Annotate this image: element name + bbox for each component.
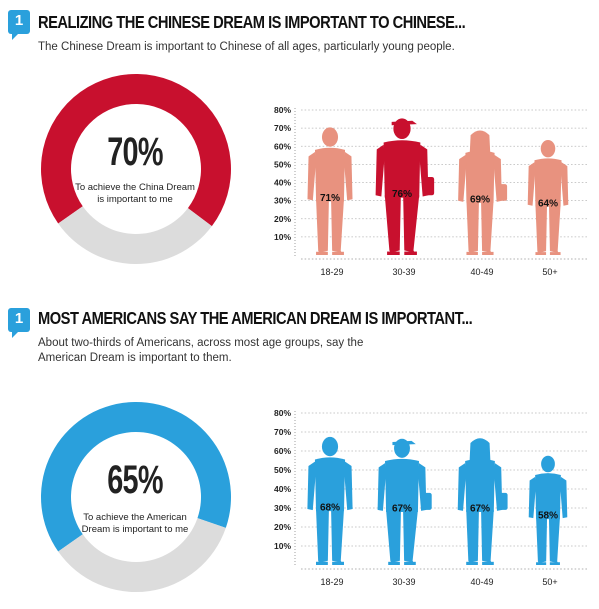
section-number-badge: 1 bbox=[8, 10, 30, 40]
y-tick-label: 50% bbox=[274, 159, 291, 169]
bar-person-18-29 bbox=[307, 436, 353, 565]
donut-value: 65% bbox=[107, 458, 163, 502]
y-tick-label: 60% bbox=[274, 141, 291, 151]
donut-slice-value bbox=[41, 74, 231, 227]
bar-person-30-39 bbox=[375, 118, 435, 255]
donut-value: 70% bbox=[107, 130, 163, 174]
bar-person-50+ bbox=[527, 139, 569, 255]
x-category-label: 30-39 bbox=[392, 577, 415, 587]
bar-data-label: 67% bbox=[392, 504, 412, 515]
x-category-label: 50+ bbox=[542, 577, 557, 587]
bar-person-50+ bbox=[528, 455, 568, 565]
y-tick-label: 10% bbox=[274, 541, 291, 551]
bar-person-30-39 bbox=[377, 438, 432, 565]
section-subtitle: The Chinese Dream is important to Chines… bbox=[38, 40, 455, 55]
y-tick-label: 80% bbox=[274, 408, 291, 418]
x-category-label: 40-49 bbox=[470, 267, 493, 277]
bar-data-label: 69% bbox=[470, 194, 490, 205]
america-age-bar-chart: 10% 20% 30% 40% 50% 60% 70% 80% 68% 18-29 67% 30-39… bbox=[274, 408, 587, 587]
bar-person-18-29 bbox=[307, 127, 353, 255]
y-tick-label: 60% bbox=[274, 446, 291, 456]
donut-caption-line: Dream is important to me bbox=[81, 524, 189, 535]
bar-data-label: 67% bbox=[470, 504, 490, 515]
bar-data-label: 71% bbox=[320, 193, 340, 204]
x-category-label: 30-39 bbox=[392, 267, 415, 277]
x-category-label: 40-49 bbox=[470, 577, 493, 587]
subtitle-line: The Chinese Dream is important to Chines… bbox=[38, 41, 455, 53]
section-number-badge: 1 bbox=[8, 308, 30, 338]
donut-slice-value bbox=[41, 402, 232, 552]
y-tick-label: 20% bbox=[274, 214, 291, 224]
y-tick-label: 30% bbox=[274, 503, 291, 513]
bar-person-40-49 bbox=[458, 130, 508, 255]
bar-data-label: 64% bbox=[538, 198, 558, 209]
bar-data-label: 68% bbox=[320, 503, 340, 514]
donut-caption-line: To achieve the American bbox=[83, 512, 187, 523]
donut-slice-remainder bbox=[58, 518, 226, 592]
y-tick-label: 70% bbox=[274, 427, 291, 437]
donut-caption-line: To achieve the China Dream bbox=[75, 182, 195, 193]
y-tick-label: 50% bbox=[274, 465, 291, 475]
donut-caption-line: is important to me bbox=[97, 194, 173, 205]
x-category-label: 18-29 bbox=[320, 267, 343, 277]
china-section: 1 REALIZING THE CHINESE DREAM IS IMPORTA… bbox=[0, 0, 599, 300]
y-tick-label: 10% bbox=[274, 232, 291, 242]
subtitle-line: About two-thirds of Americans, across mo… bbox=[38, 337, 364, 349]
donut-caption: To achieve the China Dream is important … bbox=[65, 182, 205, 206]
subtitle-line: American Dream is important to them. bbox=[38, 352, 232, 364]
x-category-label: 50+ bbox=[542, 267, 557, 277]
bar-person-40-49 bbox=[457, 438, 508, 565]
section-title: REALIZING THE CHINESE DREAM IS IMPORTANT… bbox=[38, 12, 466, 32]
y-tick-label: 30% bbox=[274, 196, 291, 206]
section-subtitle: About two-thirds of Americans, across mo… bbox=[38, 336, 363, 366]
donut-caption: To achieve the American Dream is importa… bbox=[65, 512, 205, 536]
america-section: 1 MOST AMERICANS SAY THE AMERICAN DREAM … bbox=[0, 298, 599, 609]
china-donut-chart bbox=[41, 74, 231, 264]
china-age-bar-chart: 10% 20% 30% 40% 50% 60% 70% 80% 71% 18-29 76% 30-39… bbox=[274, 105, 587, 277]
x-category-label: 18-29 bbox=[320, 577, 343, 587]
bar-data-label: 76% bbox=[392, 189, 412, 200]
donut-slice-remainder bbox=[58, 206, 212, 264]
bar-data-label: 58% bbox=[538, 511, 558, 522]
y-tick-label: 80% bbox=[274, 105, 291, 115]
y-tick-label: 70% bbox=[274, 123, 291, 133]
y-tick-label: 20% bbox=[274, 522, 291, 532]
america-donut-chart bbox=[41, 402, 232, 592]
section-title: MOST AMERICANS SAY THE AMERICAN DREAM IS… bbox=[38, 308, 473, 328]
y-tick-label: 40% bbox=[274, 178, 291, 188]
y-tick-label: 40% bbox=[274, 484, 291, 494]
